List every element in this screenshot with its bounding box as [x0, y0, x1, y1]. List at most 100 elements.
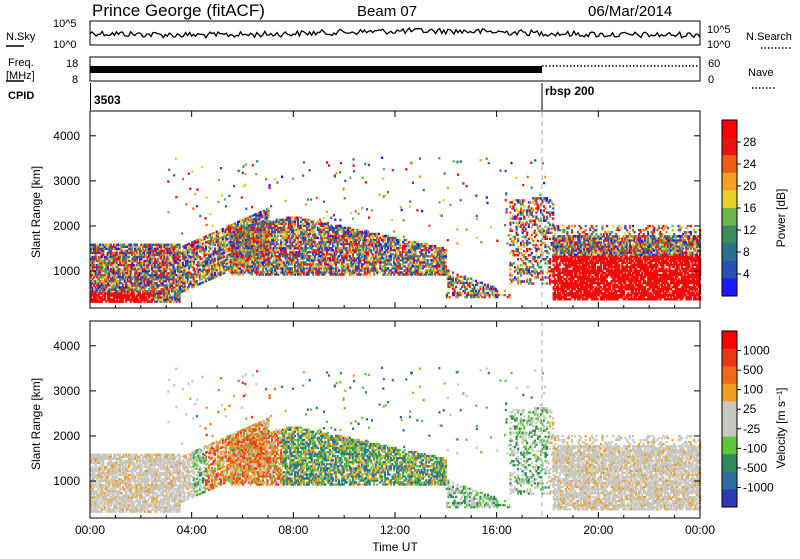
data-cell [225, 241, 227, 243]
data-cell [395, 237, 397, 239]
data-cell [185, 246, 187, 248]
data-cell [346, 239, 348, 241]
data-cell [217, 233, 219, 235]
data-cell [222, 228, 224, 230]
noise-sky-label: N.Sky [6, 31, 36, 43]
data-cell [189, 188, 191, 190]
data-cell [214, 247, 216, 249]
data-cell [368, 164, 370, 166]
data-cell [208, 250, 210, 252]
data-cell [334, 245, 336, 247]
data-cell [223, 252, 225, 254]
data-cell [534, 159, 536, 161]
data-cell [214, 272, 216, 274]
data-cell [466, 280, 468, 282]
data-cell [184, 251, 186, 253]
data-cell [223, 249, 225, 251]
data-cell [445, 267, 447, 269]
data-cell [261, 223, 263, 225]
data-cell [378, 239, 380, 241]
data-cell [330, 217, 332, 219]
freq-label-1: Freq. [8, 57, 34, 69]
data-cell [326, 225, 328, 227]
data-cell [379, 235, 381, 237]
data-cell [256, 160, 258, 162]
data-cell [95, 256, 97, 258]
data-cell [447, 270, 449, 272]
data-cell [438, 201, 440, 203]
freq-tick-bottom: 8 [72, 74, 78, 86]
data-cell [349, 247, 351, 249]
data-cell [312, 261, 314, 263]
data-cell [457, 274, 459, 276]
data-cell [376, 267, 378, 269]
data-cell [375, 253, 377, 255]
data-cell [419, 158, 421, 160]
data-cell [454, 288, 456, 290]
data-cell [365, 181, 367, 183]
data-cell [303, 161, 305, 163]
data-cell [487, 284, 489, 286]
data-cell [385, 194, 387, 196]
data-cell [192, 207, 194, 209]
data-cell [173, 174, 175, 176]
data-cell [269, 184, 271, 186]
data-cell [200, 258, 202, 260]
data-cell [401, 209, 403, 211]
data-cell [383, 245, 385, 247]
data-cell [443, 199, 445, 201]
data-cell [277, 239, 279, 241]
noise-tick-left-top: 10^5 [53, 18, 77, 30]
data-cell [479, 292, 481, 294]
data-cell [121, 282, 123, 284]
data-cell [220, 167, 222, 169]
data-cell [542, 162, 544, 164]
data-cell [188, 269, 190, 271]
data-cell [184, 279, 186, 281]
data-cell [323, 217, 325, 219]
data-cell [228, 195, 230, 197]
data-cell [122, 298, 124, 300]
data-cell [184, 283, 186, 285]
data-cell [121, 268, 123, 270]
data-cell [128, 256, 130, 258]
data-cell [169, 260, 171, 262]
data-cell [216, 239, 218, 241]
data-cell [326, 161, 328, 163]
data-cell [312, 234, 314, 236]
data-cell [400, 206, 402, 208]
noise-tick-right-bottom: 10^0 [707, 39, 731, 51]
noise-tick-right-top: 10^5 [707, 24, 731, 36]
data-cell [504, 290, 506, 292]
data-cell [187, 278, 189, 280]
data-cell [288, 227, 290, 229]
data-cell [309, 233, 311, 235]
data-cell [179, 249, 181, 251]
data-cell [496, 240, 498, 242]
data-cell [267, 208, 269, 210]
data-cell [160, 244, 162, 246]
noise-panel: N.Sky 10^5 10^0 10^5 10^0 N.Search [6, 18, 792, 51]
data-cell [252, 164, 254, 166]
data-cell [200, 278, 202, 280]
data-cell [245, 208, 247, 210]
data-cell [362, 177, 364, 179]
data-cell [323, 201, 325, 203]
data-cell [480, 159, 482, 161]
data-cell [438, 157, 440, 159]
data-cell [277, 233, 279, 235]
data-cell [283, 225, 285, 227]
data-cell [456, 228, 458, 230]
data-cell [314, 231, 316, 233]
cpid-segment-2: rbsp 200 [545, 84, 595, 98]
freq-tick-top: 18 [66, 58, 78, 70]
data-cell [308, 225, 310, 227]
data-cell [460, 199, 462, 201]
data-cell [333, 214, 335, 216]
data-cell [206, 224, 208, 226]
data-cell [352, 253, 354, 255]
data-cell [544, 176, 546, 178]
data-cell [352, 158, 354, 160]
data-cell [214, 243, 216, 245]
data-cell [412, 182, 414, 184]
